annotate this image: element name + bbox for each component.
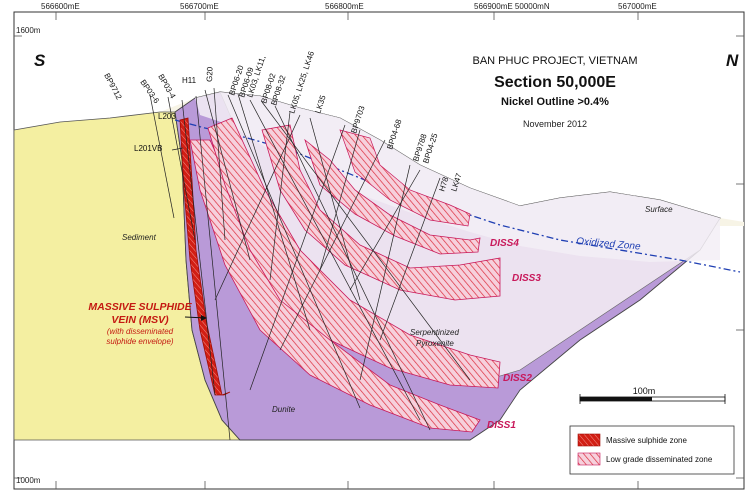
hole-label: G20 [205, 66, 215, 82]
easting-label: 566900mE 50000mN [474, 2, 550, 11]
surface-label: Surface [645, 205, 673, 214]
diss4-label: DISS4 [490, 238, 519, 249]
diss2-label: DISS2 [503, 373, 532, 384]
msv-note: (with disseminated [107, 327, 174, 336]
hole-label: H78 [437, 175, 450, 192]
dunite-label: Dunite [272, 405, 296, 414]
elevation-label: 1600m [16, 26, 41, 35]
hole-label: L203 [158, 112, 176, 121]
legend-swatch-disseminated [577, 452, 601, 466]
oxidized-band [195, 92, 720, 262]
direction-north: N [726, 51, 739, 70]
diss4-zone [304, 138, 481, 255]
hole-label: H11 [182, 76, 197, 85]
msv-title: MASSIVE SULPHIDE [88, 301, 192, 313]
elevation-label: 1000m [16, 476, 41, 485]
easting-label: 566700mE [180, 2, 219, 11]
scale-bar [579, 394, 726, 404]
hole-label: L201VB [134, 144, 162, 153]
legend-swatch-massive [577, 433, 601, 447]
project-title: BAN PHUC PROJECT, VIETNAM [472, 55, 637, 67]
sediment-label: Sediment [122, 233, 157, 242]
msv-pointer-head [201, 315, 207, 321]
easting-label: 567000mE [618, 2, 657, 11]
section-title: Section 50,000E [494, 74, 616, 91]
date-label: November 2012 [523, 119, 587, 129]
direction-south: S [34, 51, 46, 70]
legend [569, 425, 735, 475]
legend-label-massive: Massive sulphide zone [606, 436, 687, 445]
diss1-label: DISS1 [487, 420, 516, 431]
diss3-label: DISS3 [512, 273, 541, 284]
easting-label: 566800mE [325, 2, 364, 11]
serpentinized-label: Serpentinized [410, 328, 459, 337]
easting-label: 566600mE [41, 2, 80, 11]
l201vb-leader [171, 147, 184, 151]
legend-label-disseminated: Low grade disseminated zone [606, 455, 713, 464]
pyroxenite-label: Pyroxenite [416, 339, 454, 348]
diss2-zone [207, 117, 501, 389]
scale-bar-label: 100m [633, 386, 656, 396]
massive-sulphide-vein [179, 117, 231, 396]
msv-title: VEIN (MSV) [111, 314, 169, 326]
grid-ticks [14, 12, 744, 489]
msv-note: sulphide envelope) [106, 337, 173, 346]
drillhole-traces [149, 87, 471, 441]
section-subtitle: Nickel Outline >0.4% [501, 96, 609, 108]
